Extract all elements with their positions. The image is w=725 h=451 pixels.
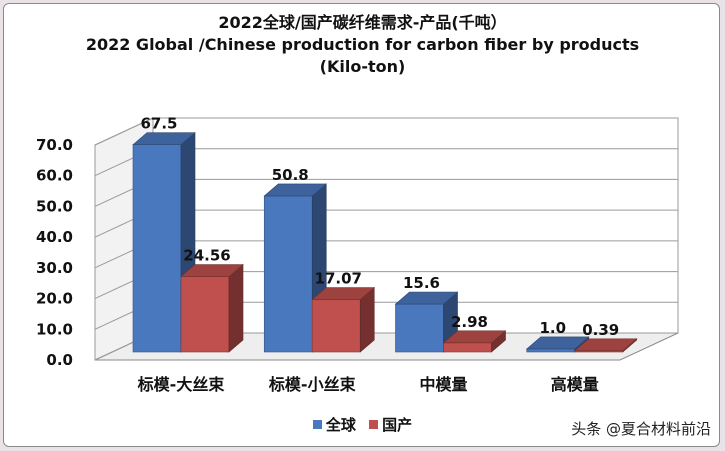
chart-legend: 全球 国产 [0,414,725,435]
bar-front [395,303,444,353]
data-label: 67.5 [140,115,177,133]
bar-front [263,195,313,353]
chart-title: 2022全球/国产碳纤维需求-产品(千吨） 2022 Global /Chine… [0,12,725,78]
bar-top [573,338,638,352]
data-label: 1.0 [539,319,566,337]
x-tick-label: 标模-小丝束 [268,375,357,394]
y-tick-label: 70.0 [36,136,73,154]
y-tick-label: 60.0 [36,167,73,185]
x-tick-label: 中模量 [419,375,467,394]
y-tick-label: 20.0 [36,290,73,308]
legend-swatch-global [312,420,322,429]
bar-front [180,276,230,353]
bar-top [132,132,196,145]
bar-front [443,342,492,353]
bar-top [180,264,244,277]
bar-top [525,336,590,350]
data-label: 0.39 [582,321,619,339]
legend-label-domestic: 国产 [382,416,413,434]
y-tick-label: 50.0 [36,197,73,215]
data-label: 50.8 [272,166,309,184]
legend-swatch-domestic [369,420,379,429]
legend-label-global: 全球 [325,416,356,434]
chart-title-line-2: 2022 Global /Chinese production for carb… [85,35,640,54]
bar-top [263,183,328,197]
data-label: 17.07 [315,270,362,288]
y-tick-label: 0.0 [46,351,73,369]
bar-top [394,291,459,305]
x-tick-label: 高模量 [551,375,599,394]
gridline [94,117,678,146]
bar-front [132,144,182,353]
y-tick-label: 40.0 [36,228,73,246]
watermark: 头条 @夏合材料前沿 [571,420,711,438]
data-label: 2.98 [451,313,488,331]
legend-item-global: 全球 [312,414,356,435]
y-tick-label: 10.0 [36,320,73,338]
data-label: 15.6 [403,274,440,292]
bar-top [442,330,507,344]
y-tick-label: 30.0 [36,259,73,277]
legend-item-domestic: 国产 [369,414,412,435]
bar-front [526,348,576,353]
bar-front [311,299,361,353]
data-label: 24.56 [183,247,230,265]
chart-title-line-3: (Kilo-ton) [319,57,406,76]
chart-title-line-1: 2022全球/国产碳纤维需求-产品(千吨） [218,13,507,32]
x-tick-label: 标模-大丝束 [137,375,226,394]
bar-side [228,263,244,353]
bar-top [311,287,376,300]
